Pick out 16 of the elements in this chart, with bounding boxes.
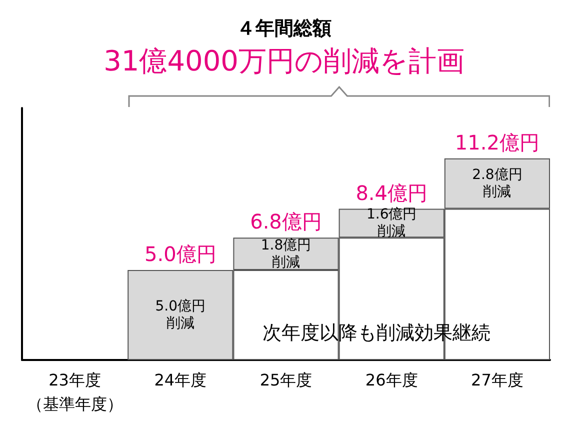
text: （基準年度） <box>26 394 123 414</box>
x-tick-label: 27年度 <box>471 370 524 390</box>
chart-title: ４年間総額 <box>236 18 332 40</box>
data-label: 1.8億円削減 <box>260 237 312 270</box>
x-tick-label: 26年度 <box>365 370 418 390</box>
chart-subtitle: 31億4000万円の削減を計画 <box>104 44 464 78</box>
total-label: 6.8億円 <box>250 210 322 234</box>
x-tick-label: 24年度 <box>154 370 207 390</box>
x-tick-label: 25年度 <box>260 370 312 390</box>
total-label: 8.4億円 <box>356 180 428 205</box>
total-label: 5.0億円 <box>144 242 216 266</box>
x-tick-label: 23年度 <box>48 370 101 390</box>
data-label: 1.6億円削減 <box>366 206 417 240</box>
data-label: 5.0億円削減 <box>155 298 206 332</box>
total-label: 11.2億円 <box>454 130 540 154</box>
data-label: 2.8億円削減 <box>472 167 522 200</box>
